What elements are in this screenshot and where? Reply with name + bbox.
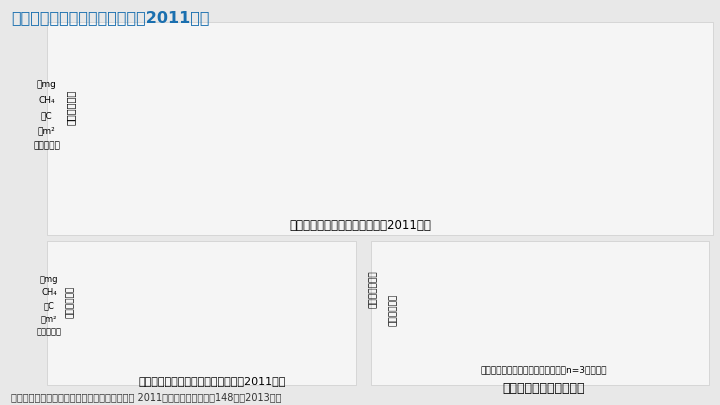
Text: 図－３　稲わらの分解率: 図－３ 稲わらの分解率 — [503, 382, 585, 394]
Legend: 石灰窒素, 対照区: 石灰窒素, 対照区 — [618, 42, 686, 90]
Text: （mg: （mg — [37, 80, 57, 89]
石灰窒素 — [201, 87, 210, 92]
Text: ／m²: ／m² — [38, 126, 55, 135]
Bar — [260, 277, 329, 356]
Text: －C: －C — [41, 111, 53, 120]
Text: ・両区とも稲わらすき込みは2011年春: ・両区とも稲わらすき込みは2011年春 — [423, 124, 523, 134]
石灰窒素 — [324, 190, 333, 195]
石灰窒素 — [592, 200, 600, 205]
対照区 — [324, 177, 333, 182]
Text: 図－２　発生したメタン合計値　（2011年）: 図－２ 発生したメタン合計値 （2011年） — [139, 376, 286, 386]
石灰窒素 — [387, 197, 396, 202]
石灰窒素 — [364, 200, 373, 205]
Text: （乾物重量％）: （乾物重量％） — [369, 271, 377, 308]
Text: 中干し: 中干し — [268, 25, 288, 35]
対照区 — [364, 200, 373, 205]
石灰窒素 — [92, 200, 101, 205]
石灰窒素 — [224, 190, 233, 195]
Text: 測定時間）: 測定時間） — [33, 142, 60, 151]
Line: 石灰窒素: 石灰窒素 — [94, 86, 644, 206]
対照区 — [500, 200, 509, 205]
Text: 図－１　メタン発生の推移　（2011年）: 図－１ メタン発生の推移 （2011年） — [289, 219, 431, 232]
Text: (100): (100) — [279, 265, 310, 275]
Text: メタン発生量: メタン発生量 — [66, 286, 75, 318]
Text: 図中のバーはばらつき（標準誤差、n=3）を示す: 図中のバーはばらつき（標準誤差、n=3）を示す — [480, 365, 607, 374]
Text: －C: －C — [43, 301, 55, 310]
対照区 — [342, 194, 351, 198]
Text: 移植: 移植 — [90, 25, 103, 35]
FancyBboxPatch shape — [139, 265, 243, 289]
対照区 — [92, 200, 101, 205]
Text: CH₄: CH₄ — [38, 96, 55, 104]
石灰窒素 — [637, 200, 646, 205]
Bar — [135, 303, 204, 356]
Text: 31%削減: 31%削減 — [171, 272, 211, 282]
対照区 — [274, 140, 282, 145]
Text: 出穂: 出穂 — [289, 25, 303, 35]
Text: 収穫: 収穫 — [439, 25, 453, 35]
石灰窒素 — [546, 200, 555, 205]
Bar — [588, 275, 662, 356]
石灰窒素 — [183, 157, 192, 162]
Bar — [454, 264, 528, 356]
対照区 — [183, 144, 192, 149]
石灰窒素 — [274, 200, 282, 205]
石灰窒素 — [305, 183, 314, 188]
Text: CH₄: CH₄ — [41, 288, 57, 297]
Text: (69): (69) — [158, 291, 181, 301]
石灰窒素 — [500, 200, 509, 205]
石灰窒素 — [248, 197, 257, 202]
石灰窒素 — [342, 197, 351, 202]
対照区 — [637, 200, 646, 205]
Text: 稲わら分解率: 稲わら分解率 — [389, 294, 397, 326]
対照区 — [387, 200, 396, 205]
石灰窒素 — [455, 200, 464, 205]
対照区 — [592, 200, 600, 205]
対照区 — [248, 170, 257, 175]
対照区 — [224, 100, 233, 105]
Text: ／m²: ／m² — [41, 314, 57, 323]
Text: ・石灰窒素区は稲わら＋石灰窒素20kg／10a散布: ・石灰窒素区は稲わら＋石灰窒素20kg／10a散布 — [423, 101, 554, 110]
対照区 — [455, 200, 464, 205]
Line: 対照区: 対照区 — [92, 72, 645, 207]
対照区 — [201, 74, 210, 79]
石灰窒素 — [287, 114, 296, 119]
Text: （mg: （mg — [40, 275, 58, 284]
対照区 — [133, 194, 142, 198]
石灰窒素 — [410, 200, 418, 205]
Text: 出典：山形県農業総合研究センター、塩野宏之 2011年。石灰窒素だより148号、2013年。: 出典：山形県農業総合研究センター、塩野宏之 2011年。石灰窒素だより148号、… — [11, 392, 282, 402]
対照区 — [546, 200, 555, 205]
対照区 — [292, 173, 300, 178]
Text: ・2010年秋に稲わら散布: ・2010年秋に稲わら散布 — [423, 78, 492, 87]
Text: 測定時間）: 測定時間） — [37, 327, 61, 336]
Text: 山形県農業総合研究センター（2011年）: 山形県農業総合研究センター（2011年） — [11, 10, 210, 25]
Text: メタン発生量: メタン発生量 — [66, 90, 76, 125]
石灰窒素 — [133, 194, 142, 198]
